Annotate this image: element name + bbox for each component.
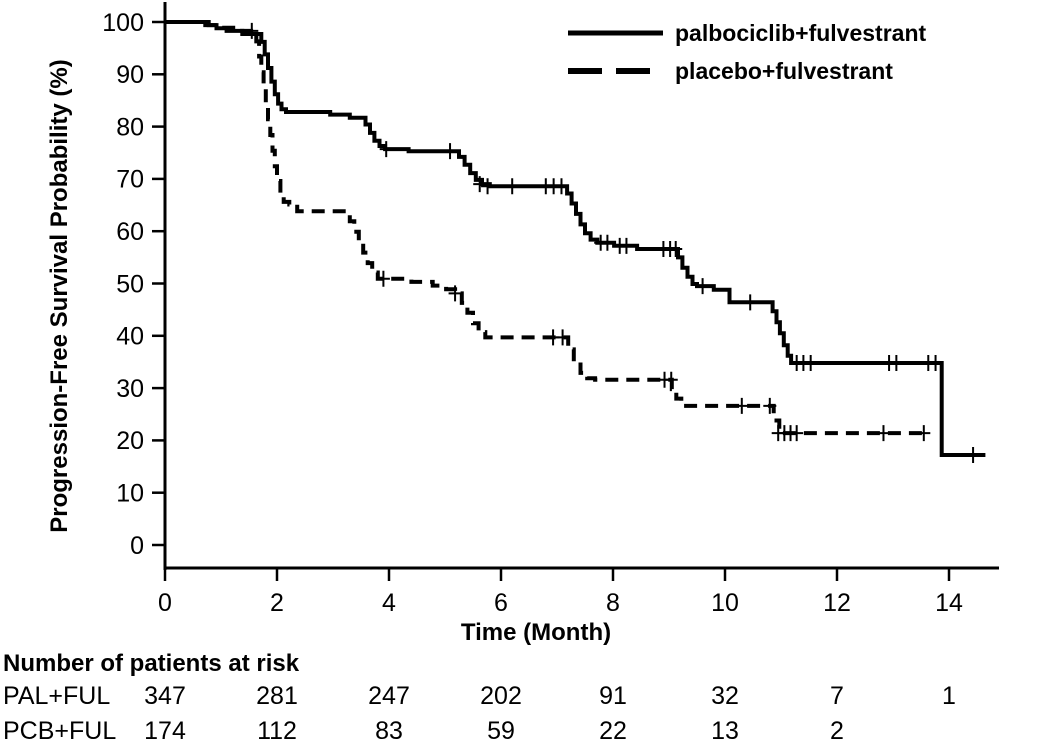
- censor-mark-placebo: [735, 397, 749, 414]
- censor-mark-placebo: [790, 425, 804, 442]
- censor-mark-palbociclib: [966, 447, 980, 464]
- y-tick-label: 20: [116, 427, 144, 455]
- y-tick-label: 100: [102, 9, 144, 37]
- x-tick-label: 6: [494, 589, 508, 617]
- censor-mark-palbociclib: [929, 354, 943, 371]
- legend-label-palbociclib: palbociclib+fulvestrant: [675, 20, 926, 46]
- censor-mark-palbociclib: [473, 176, 487, 193]
- y-tick-label: 10: [116, 479, 144, 507]
- censor-mark-palbociclib: [554, 178, 568, 195]
- censor-mark-palbociclib: [443, 143, 457, 160]
- y-tick-label: 0: [130, 532, 144, 560]
- y-axis: 0 10 20 30 40 50 60 70 80 90 100 Progression-Free …: [46, 2, 167, 570]
- censor-mark-placebo: [664, 371, 678, 388]
- survival-curves: [165, 20, 986, 464]
- censor-mark-palbociclib: [696, 278, 710, 295]
- legend-label-placebo: placebo+fulvestrant: [675, 58, 893, 84]
- legend: palbociclib+fulvestrant placebo+fulvestr…: [568, 20, 926, 84]
- x-tick-label: 2: [270, 589, 284, 617]
- censor-mark-placebo: [876, 425, 890, 442]
- x-tick-label: 4: [382, 589, 396, 617]
- censor-mark-palbociclib: [669, 240, 683, 257]
- censor-mark-palbociclib: [600, 234, 614, 251]
- censor-mark-palbociclib: [889, 354, 903, 371]
- censor-mark-placebo: [448, 285, 462, 302]
- censor-mark-placebo: [376, 270, 390, 287]
- censor-mark-placebo: [763, 397, 777, 414]
- curve-palbociclib: [165, 20, 986, 457]
- censor-mark-palbociclib: [481, 178, 495, 195]
- y-tick-label: 60: [116, 218, 144, 246]
- x-axis-ticks: 0 2 4 6 8 10 12 14: [158, 568, 963, 617]
- y-tick-label: 50: [116, 270, 144, 298]
- y-axis-ticks: 0 10 20 30 40 50 60 70 80 90 100: [102, 9, 165, 560]
- x-axis: 0 2 4 6 8 10 12 14 Time (Month): [158, 566, 999, 646]
- x-tick-label: 0: [158, 589, 172, 617]
- censor-mark-palbociclib: [743, 294, 757, 311]
- x-tick-label: 10: [711, 589, 739, 617]
- censor-mark-placebo: [556, 329, 570, 346]
- censor-mark-palbociclib: [505, 178, 519, 195]
- y-tick-label: 80: [116, 113, 144, 141]
- x-tick-label: 14: [935, 589, 963, 617]
- x-axis-title: Time (Month): [461, 619, 611, 646]
- y-tick-label: 30: [116, 375, 144, 403]
- y-tick-label: 90: [116, 61, 144, 89]
- x-tick-label: 12: [823, 589, 851, 617]
- x-tick-label: 8: [606, 589, 620, 617]
- censor-mark-placebo: [917, 425, 931, 442]
- y-tick-label: 70: [116, 166, 144, 194]
- y-tick-label: 40: [116, 323, 144, 351]
- censor-mark-palbociclib: [804, 354, 818, 371]
- censor-mark-palbociclib: [619, 237, 633, 254]
- y-axis-title: Progression-Free Survival Probability (%…: [46, 59, 73, 532]
- censor-mark-palbociclib: [379, 141, 393, 158]
